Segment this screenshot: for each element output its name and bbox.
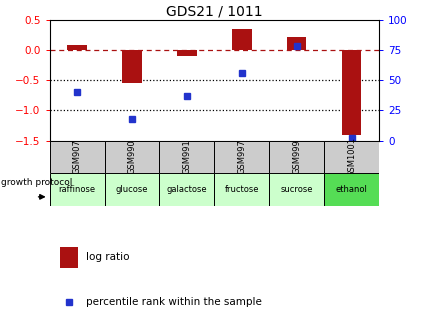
Bar <box>324 173 378 206</box>
Title: GDS21 / 1011: GDS21 / 1011 <box>166 5 262 18</box>
Bar <box>214 141 269 173</box>
Bar <box>122 50 141 83</box>
Bar <box>159 173 214 206</box>
Bar <box>49 141 104 173</box>
Bar <box>60 247 77 268</box>
Text: growth protocol: growth protocol <box>1 178 72 187</box>
Bar <box>67 45 86 50</box>
Text: GSM991: GSM991 <box>182 140 191 174</box>
Text: percentile rank within the sample: percentile rank within the sample <box>86 298 261 307</box>
Bar <box>286 37 306 50</box>
Bar <box>104 173 159 206</box>
Text: GSM997: GSM997 <box>237 140 246 174</box>
Text: ethanol: ethanol <box>335 185 367 194</box>
Bar <box>214 173 269 206</box>
Text: GSM907: GSM907 <box>72 140 81 174</box>
Bar <box>269 141 324 173</box>
Bar <box>104 141 159 173</box>
Bar <box>269 173 324 206</box>
Text: galactose: galactose <box>166 185 207 194</box>
Text: GSM999: GSM999 <box>292 140 301 174</box>
Text: log ratio: log ratio <box>86 252 129 262</box>
Bar <box>341 50 361 135</box>
Text: glucose: glucose <box>116 185 148 194</box>
Bar <box>232 29 251 50</box>
Text: sucrose: sucrose <box>280 185 312 194</box>
Text: GSM990: GSM990 <box>127 140 136 174</box>
Bar <box>159 141 214 173</box>
Text: GSM1001: GSM1001 <box>347 137 356 177</box>
Text: fructose: fructose <box>224 185 258 194</box>
Bar <box>177 50 196 56</box>
Text: raffinose: raffinose <box>58 185 95 194</box>
Bar <box>324 141 378 173</box>
Bar <box>49 173 104 206</box>
